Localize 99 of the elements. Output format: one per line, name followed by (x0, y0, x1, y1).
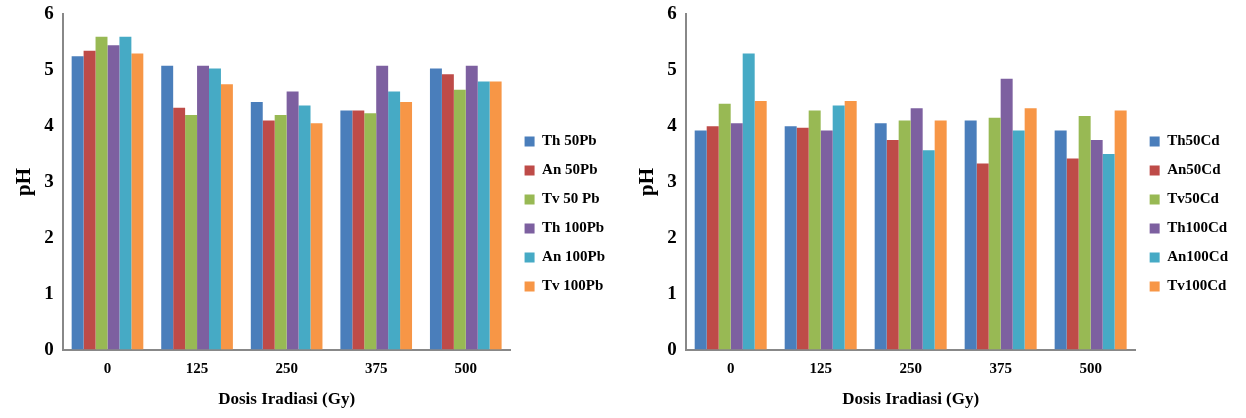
y-tick-label: 3 (667, 169, 677, 191)
bar (808, 110, 821, 350)
y-tick-label: 1 (44, 281, 54, 303)
bar (310, 123, 323, 350)
y-axis-title: pH (634, 167, 659, 197)
y-axis-title: pH (11, 167, 36, 197)
bar (262, 120, 275, 350)
legend-label: An50Cd (1167, 161, 1222, 178)
bar (742, 53, 755, 350)
y-tick-label: 5 (44, 58, 54, 80)
bar (1054, 130, 1067, 350)
bar (489, 81, 502, 350)
x-tick-label: 0 (103, 360, 112, 377)
bar (131, 53, 144, 350)
y-tick-label: 3 (44, 169, 54, 191)
bar (340, 110, 353, 350)
legend-label: An 100Pb (542, 248, 606, 265)
x-tick-label: 500 (454, 360, 478, 377)
x-tick-label: 0 (726, 360, 735, 377)
bar (119, 36, 132, 350)
bar (220, 84, 233, 350)
bar (874, 123, 887, 350)
bar (1078, 116, 1091, 350)
bar (71, 56, 84, 350)
bar (298, 105, 311, 350)
legend-label: Th100Cd (1167, 219, 1228, 236)
bar (1114, 110, 1127, 350)
bar (730, 123, 743, 350)
y-tick-label: 2 (667, 225, 677, 247)
bar (83, 50, 96, 350)
x-tick-label: 250 (899, 360, 922, 377)
bar (976, 163, 989, 350)
bar (197, 65, 209, 350)
bar (832, 105, 845, 350)
legend-label: Tv 50 Pb (542, 190, 600, 207)
bar (1102, 154, 1115, 350)
bar (718, 103, 731, 350)
y-tick-label: 5 (667, 58, 677, 80)
bar (820, 130, 833, 350)
x-tick-label: 125 (185, 360, 209, 377)
bar (1000, 78, 1013, 350)
y-tick-label: 6 (667, 2, 677, 24)
bar (352, 110, 365, 350)
legend-label: Tv50Cd (1167, 190, 1220, 207)
bar (898, 120, 911, 350)
bar (388, 91, 401, 350)
y-tick-label: 4 (44, 114, 55, 136)
x-axis-title: Dosis Iradiasi (Gy) (218, 389, 356, 409)
y-tick-label: 0 (667, 337, 677, 359)
bar (107, 45, 120, 350)
legend-label: Tv100Cd (1167, 277, 1227, 294)
x-tick-label: 500 (1079, 360, 1102, 377)
bar (694, 130, 707, 350)
legend-label: Tv 100Pb (542, 277, 604, 294)
bar (706, 126, 719, 350)
bar (1012, 130, 1025, 350)
bar (364, 113, 377, 350)
bar (844, 100, 857, 350)
bar (784, 126, 797, 350)
bar (286, 91, 299, 350)
legend-label: Th 50Pb (542, 132, 597, 149)
y-tick-label: 0 (44, 337, 54, 359)
bar (376, 65, 389, 350)
bar (441, 74, 454, 350)
legend-label: Th 100Pb (542, 219, 605, 236)
bar (964, 120, 977, 350)
x-tick-label: 375 (364, 360, 388, 377)
bar (429, 68, 442, 350)
x-tick-label: 375 (989, 360, 1012, 377)
legend-label: Th50Cd (1167, 132, 1221, 149)
y-tick-label: 6 (44, 2, 54, 24)
bar (477, 81, 490, 350)
y-tick-label: 1 (667, 281, 677, 303)
bar (922, 150, 935, 350)
x-tick-label: 125 (809, 360, 832, 377)
bar (886, 140, 899, 350)
y-tick-label: 4 (667, 114, 678, 136)
bar (209, 68, 221, 350)
bar (988, 117, 1001, 350)
bar (185, 114, 198, 350)
x-axis-title: Dosis Iradiasi (Gy) (842, 389, 980, 409)
y-tick-label: 2 (44, 225, 54, 247)
bar (934, 120, 947, 350)
bar (161, 65, 174, 350)
bar (1066, 158, 1079, 350)
bar (274, 114, 287, 350)
legend-label: An 50Pb (542, 161, 598, 178)
bar (465, 65, 478, 350)
bar (796, 127, 809, 350)
bar (910, 108, 923, 350)
bar (453, 89, 466, 350)
bar (95, 36, 108, 350)
bar (250, 102, 263, 350)
x-tick-label: 250 (275, 360, 298, 377)
bar (173, 107, 186, 350)
bar (1090, 140, 1103, 350)
legend-label: An100Cd (1167, 248, 1229, 265)
bar (754, 100, 767, 350)
bar (400, 102, 413, 350)
